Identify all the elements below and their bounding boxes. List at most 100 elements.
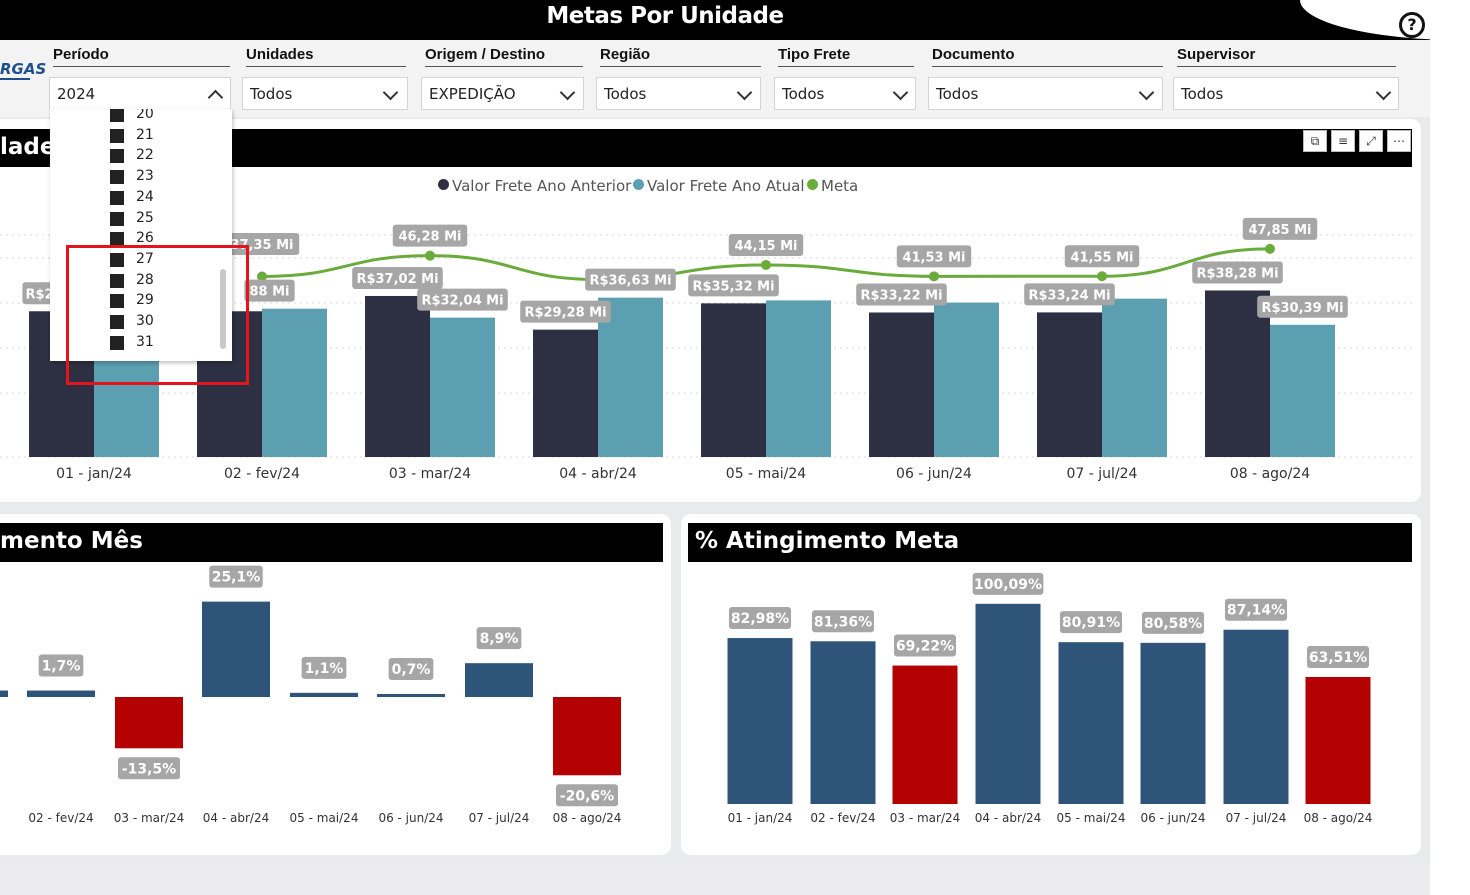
- filter-origem-destino: Origem / Destino EXPEDIÇÃO: [421, 46, 584, 110]
- data-label-atual: R$32,04 Mi: [421, 294, 503, 309]
- data-label-anterior: R$37,02 Mi: [356, 272, 438, 287]
- filter-value: Todos: [782, 85, 825, 103]
- chevron-down-icon: [559, 84, 576, 101]
- checkbox[interactable]: [110, 315, 124, 329]
- filter-unidades-select[interactable]: Todos: [242, 77, 408, 110]
- data-label-atual: 88 Mi: [249, 285, 289, 300]
- legend-item-meta[interactable]: Meta: [807, 177, 858, 195]
- data-label-atingimento: 100,09%: [974, 577, 1042, 593]
- data-label-meta: 41,53 Mi: [902, 250, 965, 265]
- meta-point: [425, 250, 435, 261]
- filter-label: Período: [53, 46, 230, 67]
- filter-supervisor-select[interactable]: Todos: [1173, 77, 1399, 110]
- x-tick-label: 07 - jul/24: [1067, 466, 1138, 482]
- filter-documento-select[interactable]: Todos: [928, 77, 1163, 110]
- bar-atual: [262, 308, 327, 457]
- copy-icon[interactable]: ⧉: [1303, 130, 1327, 152]
- bar-atingimento: [975, 603, 1041, 804]
- data-label-crescimento-group: 8,9%: [476, 627, 522, 650]
- filter-icon[interactable]: ≡: [1331, 130, 1355, 152]
- meta-point: [1097, 271, 1107, 282]
- data-label-atingimento-group: 81,36%: [811, 610, 875, 633]
- bar-crescimento: [377, 694, 445, 697]
- chevron-down-icon: [382, 84, 399, 101]
- question-circle-icon[interactable]: ?: [1399, 12, 1425, 38]
- data-label-anterior-bg: [352, 266, 443, 289]
- data-label-crescimento: 0,7%: [392, 662, 431, 678]
- bar-atual: [1102, 298, 1167, 457]
- checkbox[interactable]: [110, 149, 124, 164]
- legend-dot: [633, 179, 644, 190]
- data-label-crescimento-group: -13,5%: [117, 757, 181, 780]
- dropdown-item-label: 21: [136, 126, 154, 143]
- data-label-atingimento: 87,14%: [1227, 603, 1285, 619]
- dropdown-item-label: 20: [136, 109, 154, 122]
- dropdown-item-label: 22: [136, 147, 154, 164]
- checkbox[interactable]: [110, 335, 124, 350]
- data-label-crescimento-bg: [476, 627, 522, 650]
- filter-regiao-select[interactable]: Todos: [596, 77, 761, 110]
- dropdown-scrollbar[interactable]: [220, 269, 226, 349]
- dropdown-item-label: 29: [136, 292, 154, 309]
- dropdown-item-label: 24: [136, 188, 154, 205]
- bar-atingimento: [1223, 629, 1289, 804]
- filter-origem-destino-select[interactable]: EXPEDIÇÃO: [421, 77, 584, 110]
- dropdown-item-label: 23: [136, 168, 154, 185]
- checkbox[interactable]: [110, 128, 124, 143]
- bar-anterior: [869, 312, 934, 457]
- data-label-meta-bg: [728, 233, 804, 256]
- checkbox[interactable]: [110, 252, 124, 267]
- x-tick-label: 03 - mar/24: [389, 466, 471, 482]
- checkbox[interactable]: [110, 294, 124, 309]
- meta-point: [761, 259, 771, 270]
- bar-atingimento: [810, 641, 876, 804]
- data-label-atual: R$36,63 Mi: [589, 274, 671, 289]
- data-label-atingimento-group: 87,14%: [1224, 598, 1288, 621]
- data-label-atingimento-group: 100,09%: [972, 572, 1044, 595]
- filter-label: Tipo Frete: [778, 46, 914, 67]
- filter-periodo-select[interactable]: 2024: [49, 77, 231, 110]
- meta-point: [1265, 243, 1275, 254]
- data-label-anterior: R$38,28 Mi: [1196, 266, 1278, 281]
- filter-tipo-frete: Tipo Frete Todos: [774, 46, 916, 110]
- expand-icon[interactable]: ⤢: [1359, 130, 1383, 152]
- filter-regiao: Região Todos: [596, 46, 761, 110]
- data-label-crescimento: 8,9%: [480, 631, 519, 647]
- data-label-anterior: R$33,22 Mi: [860, 288, 942, 303]
- more-icon[interactable]: ⋯: [1387, 130, 1411, 152]
- data-label-anterior-group: R$29,28 Mi: [520, 300, 611, 323]
- chart-title: mento Mês: [0, 528, 143, 554]
- filter-tipo-frete-select[interactable]: Todos: [774, 77, 916, 110]
- data-label-atingimento-bg: [1224, 598, 1288, 621]
- title-bar: Metas Por Unidade: [0, 0, 1430, 40]
- data-label-atingimento-group: 80,58%: [1141, 611, 1205, 634]
- data-label-atual: R$30,39 Mi: [1261, 301, 1343, 316]
- data-label-atual-group: R$32,04 Mi: [417, 288, 508, 311]
- data-label-crescimento: -20,6%: [560, 788, 614, 804]
- data-label-atingimento-group: 63,51%: [1306, 645, 1370, 668]
- data-label-crescimento-group: -20,6%: [555, 784, 619, 807]
- legend-item-anterior[interactable]: Valor Frete Ano Anterior: [438, 177, 631, 195]
- checkbox[interactable]: [110, 170, 124, 185]
- bar-crescimento: [553, 697, 621, 776]
- data-label-atual-group: R$36,63 Mi: [585, 268, 676, 291]
- checkbox[interactable]: [110, 190, 124, 205]
- data-label-anterior-bg: [856, 283, 947, 306]
- checkbox[interactable]: [110, 232, 124, 247]
- data-label-crescimento-group: 0,7%: [388, 658, 434, 680]
- data-label-crescimento: 1,1%: [305, 661, 344, 677]
- legend-item-atual[interactable]: Valor Frete Ano Atual: [633, 177, 805, 195]
- data-label-meta-group: 41,53 Mi: [896, 245, 972, 268]
- data-label-anterior: R$2: [25, 287, 53, 302]
- chevron-down-icon: [736, 84, 753, 101]
- checkbox[interactable]: [110, 273, 124, 288]
- data-label-meta: 41,55 Mi: [1070, 250, 1133, 265]
- checkbox[interactable]: [110, 211, 124, 226]
- dropdown-item-label: 27: [136, 250, 154, 267]
- data-label-atual-bg: [244, 279, 295, 302]
- data-label-anterior-bg: [688, 274, 779, 297]
- data-label-anterior-group: R$37,02 Mi: [352, 266, 443, 289]
- checkbox[interactable]: [110, 109, 124, 122]
- page-title: Metas Por Unidade: [546, 3, 784, 29]
- data-label-meta: 44,15 Mi: [734, 239, 797, 254]
